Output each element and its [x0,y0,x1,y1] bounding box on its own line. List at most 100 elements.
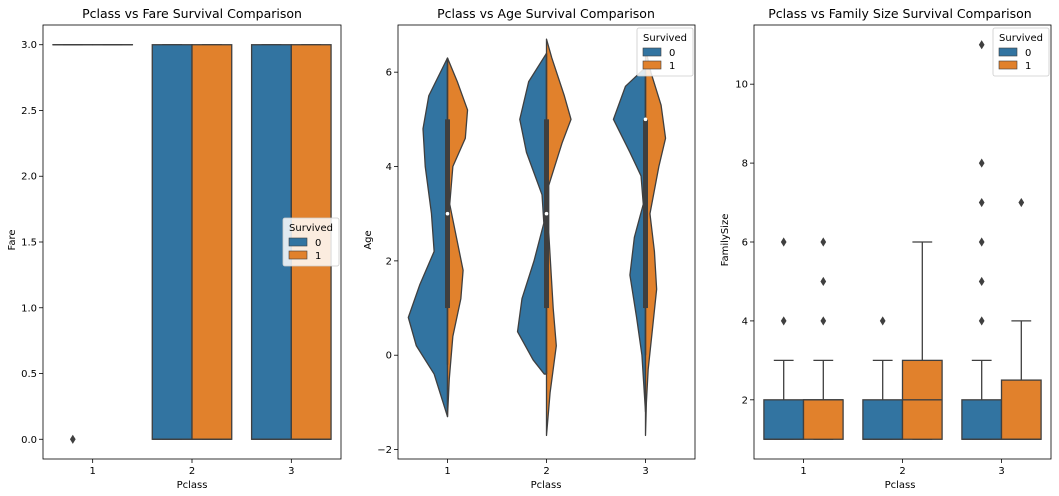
axis-ticks: 0.0 0.5 1.0 1.5 2.0 2.5 3.0 1 2 3 [21,24,342,477]
violin-pclass-2 [516,38,572,437]
median-point [643,117,648,122]
y-tick-label: 6 [742,238,748,249]
box-iqr [862,399,904,440]
violin-half-0 [612,66,647,413]
outlier-point [978,197,985,208]
x-tick-label: 1 [89,466,95,477]
box-0-pclass-2 [862,316,904,440]
outlier-point [1018,197,1025,208]
y-tick-label: 8 [742,159,748,170]
box-0-pclass-3 [961,40,1003,440]
legend: Survived 0 1 [636,27,694,77]
legend-entry: 0 [669,48,675,59]
violin-half-1 [446,57,469,418]
inner-box [643,119,648,309]
box-iqr [763,399,805,440]
legend-title: Survived [643,33,687,44]
x-tick-label: 3 [288,466,294,477]
y-tick-label: 1.5 [21,238,37,249]
x-tick-label: 2 [899,466,905,477]
familysize-box-panel: Pclass vs Family Size Survival Compariso… [720,6,1052,491]
violin-half-0 [516,52,548,375]
violin-half-1 [644,47,667,437]
y-axis-label: Fare [7,229,18,250]
plot-marks [763,40,1042,440]
legend-title: Survived [289,223,333,234]
y-tick-label: 0.0 [21,435,37,446]
legend-entry: 1 [1025,61,1031,72]
legend: Survived 0 1 [282,217,340,267]
outlier-point [820,276,827,287]
legend-entry: 0 [1025,48,1031,59]
outlier-point [69,434,76,444]
box-0-pclass-1 [763,237,805,440]
chart-title: Pclass vs Family Size Survival Compariso… [768,6,1031,21]
chart-title: Pclass vs Fare Survival Comparison [82,6,302,21]
y-tick-label: 1.0 [21,303,37,314]
legend-title: Survived [999,33,1043,44]
legend-entry: 0 [315,238,321,249]
outlier-point [879,316,886,326]
legend-swatch [288,250,308,260]
x-tick-label: 3 [998,466,1004,477]
outlier-point [820,316,827,326]
box-iqr [802,399,844,440]
y-axis-label: FamilySize [720,214,731,267]
y-tick-label: 4 [386,162,392,173]
y-tick-label: 2.0 [21,172,37,183]
outlier-point [978,276,985,287]
legend-swatch [288,237,308,247]
y-tick-label: 2 [386,256,392,267]
median-point [445,211,450,216]
legend-entry: 1 [315,251,321,262]
box-iqr [151,44,193,440]
fare-box-panel: Pclass vs Fare Survival Comparison Pclas… [7,6,342,491]
y-tick-label: 2 [742,395,748,406]
outlier-point [978,316,985,326]
outlier-point [978,40,985,50]
x-axis-label: Pclass [177,480,208,491]
x-axis-label: Pclass [531,480,562,491]
box-1-pclass-2 [191,44,233,440]
outlier-point [780,316,787,326]
age-violin-panel: Pclass vs Age Survival Comparison Pclass… [363,6,696,491]
chart-title: Pclass vs Age Survival Comparison [437,6,655,21]
y-tick-label: 6 [386,68,392,79]
y-tick-label: 10 [735,80,748,91]
legend-swatch [642,60,662,70]
y-tick-label: 3.0 [21,40,37,51]
legend-swatch [998,60,1018,70]
median-point [544,211,549,216]
axis-ticks: −2 0 2 4 6 1 2 3 [377,24,696,477]
y-tick-label: 0 [386,351,392,362]
violin-pclass-1 [407,57,469,418]
y-tick-label: −2 [377,445,392,456]
outlier-point [780,237,787,247]
outlier-point [978,158,985,168]
box-1-pclass-2 [901,241,943,440]
box-iqr [191,44,233,440]
box-1-pclass-1 [802,237,844,440]
legend-entry: 1 [669,61,675,72]
box-iqr [961,399,1003,440]
box-0-pclass-2 [151,44,193,440]
x-tick-label: 2 [543,466,549,477]
y-axis-label: Age [363,230,374,249]
y-tick-label: 0.5 [21,369,37,380]
box-iqr [1000,379,1042,440]
outlier-point [978,237,985,247]
y-tick-label: 2.5 [21,106,37,117]
outlier-point [820,237,827,247]
violin-pclass-3 [612,47,667,437]
plot-marks [407,38,667,437]
x-axis-label: Pclass [885,480,916,491]
legend: Survived 0 1 [992,27,1050,77]
y-tick-label: 4 [742,316,748,327]
violin-half-0 [407,57,449,418]
x-tick-label: 1 [444,466,450,477]
box-1-pclass-3 [1000,197,1042,440]
x-tick-label: 3 [642,466,648,477]
violin-half-1 [545,38,572,437]
